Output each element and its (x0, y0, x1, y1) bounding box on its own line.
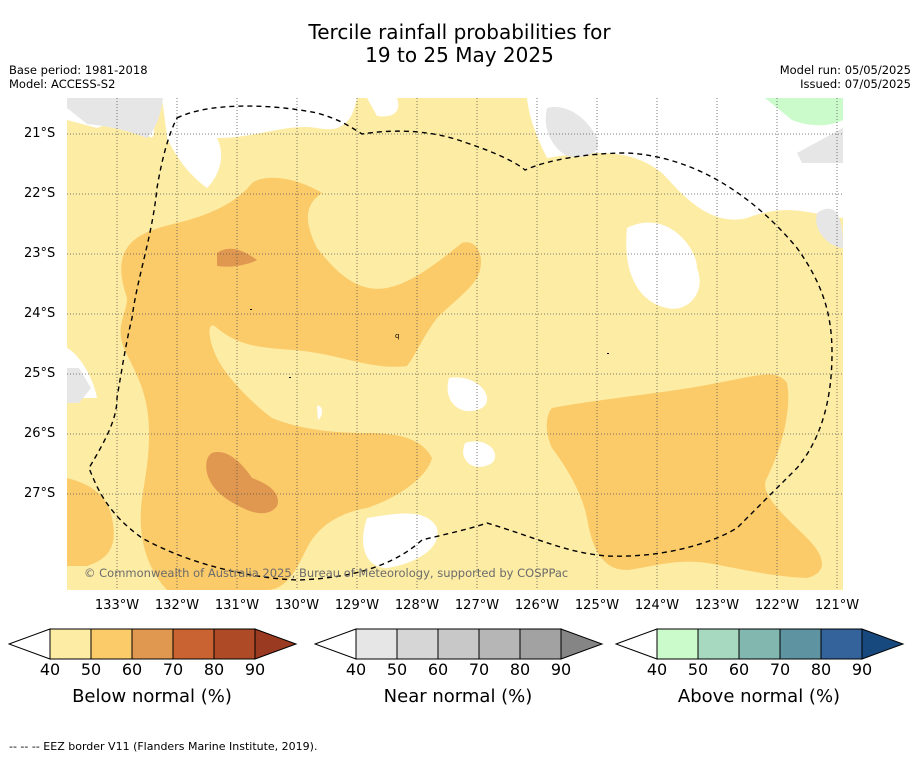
cbar-extend-low (615, 628, 658, 660)
issued-date: Issued: 07/05/2025 (800, 77, 911, 91)
cbar-swatch (656, 628, 699, 660)
cbar-swatch (355, 628, 398, 660)
x-label: 128°W (394, 598, 440, 613)
base-period: Base period: 1981-2018 (9, 63, 148, 77)
colorbar-above-normal (615, 628, 905, 660)
cbar-swatch (172, 628, 215, 660)
y-label: 26°S (24, 426, 56, 441)
probability-map: q (67, 98, 843, 590)
x-label: 126°W (514, 598, 560, 613)
cbar-tick: 70 (162, 660, 184, 679)
cbar-tick: 90 (851, 660, 873, 679)
cbar-swatch (478, 628, 521, 660)
colorbar-below-label: Below normal (%) (72, 686, 232, 707)
x-label: 121°W (814, 598, 860, 613)
cbar-extend-low (314, 628, 357, 660)
title-line-1: Tercile rainfall probabilities for (308, 20, 611, 44)
cbar-tick: 60 (427, 660, 449, 679)
cbar-swatch (90, 628, 133, 660)
cbar-tick: 70 (468, 660, 490, 679)
above-normal-region (765, 98, 843, 126)
y-label: 24°S (24, 306, 56, 321)
cbar-tick: 90 (244, 660, 266, 679)
cbar-swatch (437, 628, 480, 660)
x-label: 125°W (574, 598, 620, 613)
cbar-tick: 50 (80, 660, 102, 679)
meta-right: Model run: 05/05/2025 Issued: 07/05/2025 (780, 63, 911, 91)
colorbar-near-label: Near normal (%) (383, 686, 533, 707)
x-label: 132°W (154, 598, 200, 613)
x-label: 129°W (334, 598, 380, 613)
eez-footnote: -- -- -- EEZ border V11 (Flanders Marine… (9, 740, 318, 753)
cbar-swatch (49, 628, 92, 660)
x-label: 130°W (274, 598, 320, 613)
cbar-extend-high (254, 628, 298, 660)
cbar-extend-high (560, 628, 604, 660)
colorbar-above-label: Above normal (%) (677, 686, 841, 707)
y-label: 27°S (24, 486, 56, 501)
cbar-extend-low (8, 628, 51, 660)
cbar-swatch (396, 628, 439, 660)
cbar-tick: 40 (345, 660, 367, 679)
x-label: 123°W (694, 598, 740, 613)
small-marks (250, 309, 609, 378)
y-label: 22°S (24, 186, 56, 201)
y-label: 25°S (24, 366, 56, 381)
cbar-tick: 50 (687, 660, 709, 679)
cbar-swatch (213, 628, 256, 660)
title-line-2: 19 to 25 May 2025 (365, 43, 554, 67)
model-name: Model: ACCESS-S2 (9, 77, 116, 91)
small-q-mark: q (395, 332, 399, 340)
meta-left: Base period: 1981-2018 Model: ACCESS-S2 (9, 63, 148, 91)
cbar-extend-high (861, 628, 905, 660)
cbar-swatch (697, 628, 740, 660)
cbar-swatch (131, 628, 174, 660)
cbar-swatch (519, 628, 562, 660)
cbar-tick: 50 (386, 660, 408, 679)
below-50-regions (67, 177, 822, 590)
cbar-tick: 80 (203, 660, 225, 679)
cbar-swatch (820, 628, 863, 660)
y-label: 23°S (24, 246, 56, 261)
cbar-tick: 70 (769, 660, 791, 679)
white-regions (67, 98, 843, 568)
cbar-tick: 40 (646, 660, 668, 679)
copyright-notice: © Commonwealth of Australia 2025, Bureau… (84, 566, 569, 580)
x-label: 122°W (754, 598, 800, 613)
near-normal-regions (67, 98, 843, 403)
x-label: 131°W (214, 598, 260, 613)
cbar-tick: 90 (550, 660, 572, 679)
x-label: 127°W (454, 598, 500, 613)
colorbar-below-normal (8, 628, 298, 660)
cbar-swatch (738, 628, 781, 660)
cbar-tick: 60 (728, 660, 750, 679)
cbar-tick: 60 (121, 660, 143, 679)
cbar-tick: 80 (810, 660, 832, 679)
x-label: 124°W (634, 598, 680, 613)
grid-lines (67, 98, 843, 590)
model-run: Model run: 05/05/2025 (779, 63, 911, 77)
cbar-tick: 40 (39, 660, 61, 679)
y-label: 21°S (24, 126, 56, 141)
eez-border (88, 105, 833, 581)
x-label: 133°W (94, 598, 140, 613)
colorbar-near-normal (314, 628, 604, 660)
cbar-tick: 80 (509, 660, 531, 679)
cbar-swatch (779, 628, 822, 660)
